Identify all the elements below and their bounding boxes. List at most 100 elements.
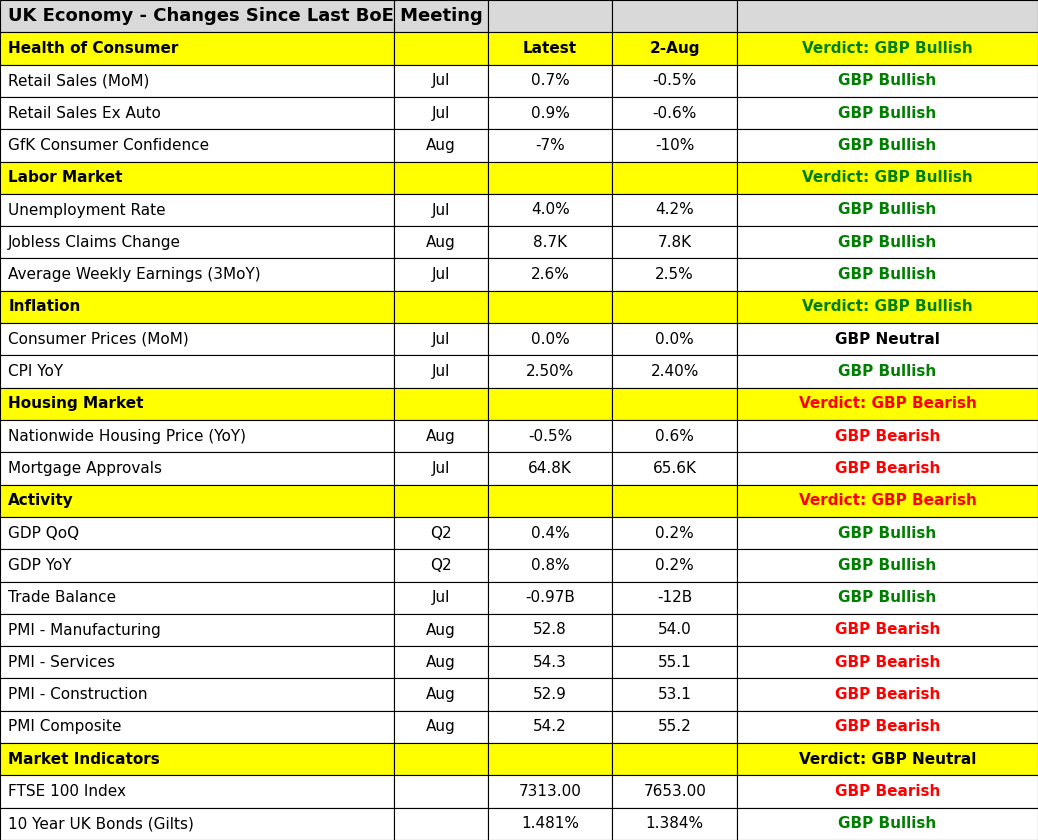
Bar (737, 226, 1038, 259)
Bar (737, 743, 1038, 775)
Bar (737, 614, 1038, 646)
Bar (488, 97, 612, 129)
Bar (488, 388, 612, 420)
Text: 7313.00: 7313.00 (519, 784, 581, 799)
Bar (612, 0, 737, 32)
Bar (737, 517, 1038, 549)
Text: 0.8%: 0.8% (530, 558, 570, 573)
Text: Trade Balance: Trade Balance (8, 591, 116, 605)
Bar (0, 32, 394, 65)
Text: Jul: Jul (432, 202, 450, 218)
Bar (737, 388, 1038, 420)
Bar (394, 711, 488, 743)
Bar (737, 775, 1038, 808)
Bar (0, 646, 394, 679)
Text: Aug: Aug (427, 687, 456, 702)
Text: Verdict: GBP Neutral: Verdict: GBP Neutral (799, 752, 976, 767)
Text: 10 Year UK Bonds (Gilts): 10 Year UK Bonds (Gilts) (8, 816, 194, 832)
Text: Consumer Prices (MoM): Consumer Prices (MoM) (8, 332, 189, 347)
Bar (488, 743, 612, 775)
Text: Verdict: GBP Bullish: Verdict: GBP Bullish (802, 171, 973, 185)
Bar (394, 355, 488, 388)
Bar (737, 161, 1038, 194)
Bar (612, 420, 737, 452)
Bar (394, 161, 488, 194)
Text: 1.384%: 1.384% (646, 816, 704, 832)
Text: Jobless Claims Change: Jobless Claims Change (8, 235, 182, 249)
Bar (488, 808, 612, 840)
Bar (488, 679, 612, 711)
Bar (488, 646, 612, 679)
Text: 0.2%: 0.2% (655, 558, 694, 573)
Text: Aug: Aug (427, 428, 456, 444)
Text: FTSE 100 Index: FTSE 100 Index (8, 784, 127, 799)
Bar (488, 226, 612, 259)
Bar (394, 323, 488, 355)
Bar (394, 226, 488, 259)
Bar (612, 323, 737, 355)
Text: Jul: Jul (432, 591, 450, 605)
Text: 52.9: 52.9 (534, 687, 567, 702)
Bar (394, 808, 488, 840)
Text: Health of Consumer: Health of Consumer (8, 41, 179, 56)
Text: Unemployment Rate: Unemployment Rate (8, 202, 166, 218)
Text: Jul: Jul (432, 267, 450, 282)
Bar (0, 355, 394, 388)
Text: Labor Market: Labor Market (8, 171, 122, 185)
Bar (737, 355, 1038, 388)
Bar (612, 291, 737, 323)
Bar (0, 323, 394, 355)
Bar (394, 581, 488, 614)
Bar (394, 97, 488, 129)
Bar (0, 0, 394, 32)
Bar (612, 808, 737, 840)
Bar (0, 614, 394, 646)
Text: Activity: Activity (8, 493, 74, 508)
Text: 2-Aug: 2-Aug (650, 41, 700, 56)
Bar (737, 420, 1038, 452)
Text: 0.0%: 0.0% (530, 332, 570, 347)
Bar (488, 420, 612, 452)
Bar (737, 581, 1038, 614)
Bar (394, 388, 488, 420)
Bar (394, 129, 488, 161)
Bar (488, 614, 612, 646)
Text: Inflation: Inflation (8, 299, 81, 314)
Bar (394, 743, 488, 775)
Bar (612, 549, 737, 581)
Bar (0, 161, 394, 194)
Text: GBP Bearish: GBP Bearish (835, 719, 940, 734)
Text: 4.0%: 4.0% (530, 202, 570, 218)
Text: Market Indicators: Market Indicators (8, 752, 160, 767)
Text: 55.1: 55.1 (658, 655, 691, 669)
Text: Aug: Aug (427, 655, 456, 669)
Bar (0, 549, 394, 581)
Bar (737, 711, 1038, 743)
Bar (488, 775, 612, 808)
Bar (394, 452, 488, 485)
Text: PMI - Manufacturing: PMI - Manufacturing (8, 622, 161, 638)
Bar (394, 65, 488, 97)
Bar (612, 388, 737, 420)
Bar (488, 32, 612, 65)
Text: Verdict: GBP Bearish: Verdict: GBP Bearish (798, 396, 977, 412)
Bar (394, 420, 488, 452)
Text: CPI YoY: CPI YoY (8, 364, 63, 379)
Text: GBP Bearish: GBP Bearish (835, 687, 940, 702)
Bar (394, 517, 488, 549)
Bar (737, 129, 1038, 161)
Bar (488, 485, 612, 517)
Text: Verdict: GBP Bullish: Verdict: GBP Bullish (802, 41, 973, 56)
Bar (394, 194, 488, 226)
Text: -0.5%: -0.5% (528, 428, 572, 444)
Text: Average Weekly Earnings (3MoY): Average Weekly Earnings (3MoY) (8, 267, 261, 282)
Text: GfK Consumer Confidence: GfK Consumer Confidence (8, 138, 210, 153)
Text: Aug: Aug (427, 622, 456, 638)
Bar (488, 0, 612, 32)
Bar (394, 291, 488, 323)
Text: Aug: Aug (427, 719, 456, 734)
Text: Jul: Jul (432, 73, 450, 88)
Bar (488, 161, 612, 194)
Bar (612, 581, 737, 614)
Bar (394, 259, 488, 291)
